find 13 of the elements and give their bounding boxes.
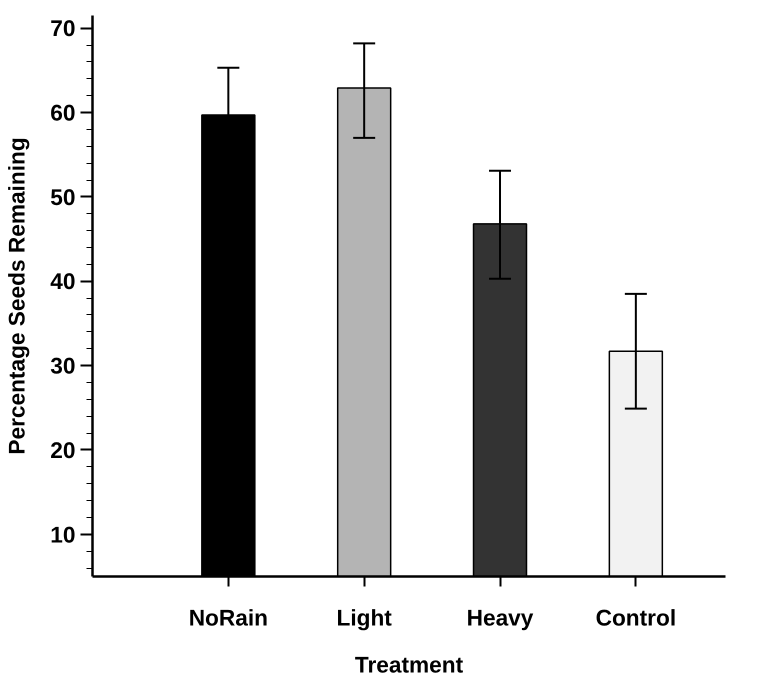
y-tick-label: 40 <box>50 268 76 294</box>
y-tick-label: 70 <box>50 15 76 42</box>
y-tick-label: 30 <box>50 352 76 379</box>
x-tick-label: Heavy <box>466 604 534 630</box>
x-tick-label: Light <box>336 604 392 630</box>
y-axis-title: Percentage Seeds Remaining <box>3 137 30 455</box>
x-tick-label: Control <box>596 604 676 630</box>
y-tick-label: 60 <box>50 100 76 126</box>
y-tick-label: 10 <box>50 521 76 548</box>
x-tick-label: NoRain <box>188 604 268 630</box>
y-tick-label: 20 <box>50 436 76 463</box>
x-axis-title: Treatment <box>354 652 464 678</box>
y-tick-label: 50 <box>50 184 76 210</box>
